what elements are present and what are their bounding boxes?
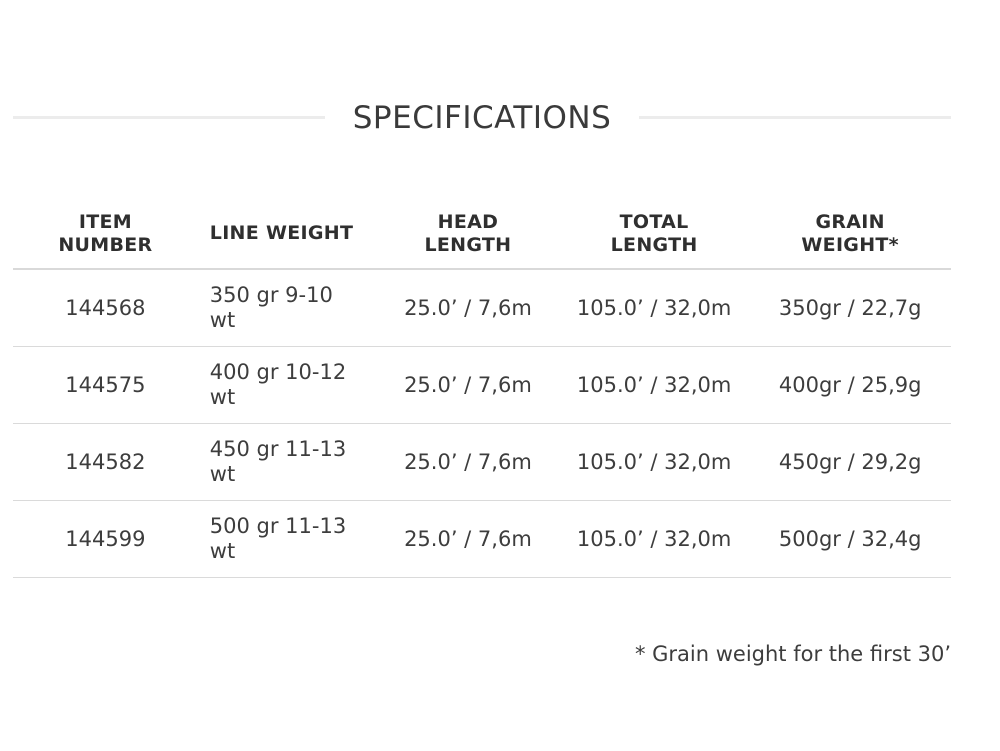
col-header-line: ITEM	[78, 210, 132, 233]
cell-line-weight: 400 gr 10-12 wt	[197, 346, 377, 424]
cell-head-length: 25.0’ / 7,6m	[376, 269, 559, 347]
cell-total-length: 105.0’ / 32,0m	[558, 269, 750, 347]
specifications-table: ITEM NUMBER LINE WEIGHT HEAD LENGTH TOTA…	[13, 199, 951, 578]
cell-line-weight-line: wt	[209, 462, 236, 486]
title-left-divider	[13, 116, 325, 119]
cell-grain-weight: 400gr / 25,9g	[749, 346, 951, 424]
header-row: ITEM NUMBER LINE WEIGHT HEAD LENGTH TOTA…	[13, 199, 951, 270]
table-row: 144575 400 gr 10-12 wt 25.0’ / 7,6m 105.…	[13, 346, 951, 424]
cell-line-weight-line: 400 gr 10-12	[209, 360, 347, 384]
table-row: 144568 350 gr 9-10 wt 25.0’ / 7,6m 105.0…	[13, 269, 951, 347]
cell-head-length: 25.0’ / 7,6m	[376, 346, 559, 424]
cell-total-length: 105.0’ / 32,0m	[558, 346, 750, 424]
cell-head-length: 25.0’ / 7,6m	[376, 500, 559, 578]
cell-line-weight-line: wt	[209, 539, 236, 563]
col-header-line-weight: LINE WEIGHT	[197, 199, 377, 270]
col-header-item-number: ITEM NUMBER	[13, 199, 198, 270]
title-right-divider	[639, 116, 952, 119]
col-header-head-length: HEAD LENGTH	[376, 199, 559, 270]
col-header-line: NUMBER	[58, 233, 153, 256]
col-header-line: GRAIN	[815, 210, 885, 233]
cell-line-weight: 500 gr 11-13 wt	[197, 500, 377, 578]
cell-head-length: 25.0’ / 7,6m	[376, 423, 559, 501]
cell-line-weight: 350 gr 9-10 wt	[197, 269, 377, 347]
cell-line-weight-line: wt	[209, 308, 236, 332]
cell-line-weight-line: wt	[209, 385, 236, 409]
cell-total-length: 105.0’ / 32,0m	[558, 423, 750, 501]
cell-grain-weight: 350gr / 22,7g	[749, 269, 951, 347]
cell-line-weight-line: 450 gr 11-13	[209, 437, 347, 461]
cell-grain-weight: 450gr / 29,2g	[749, 423, 951, 501]
col-header-line: HEAD	[437, 210, 499, 233]
specifications-heading: SPECIFICATIONS	[352, 99, 612, 136]
grain-weight-footnote: * Grain weight for the first 30’	[634, 642, 951, 666]
table-row: 144599 500 gr 11-13 wt 25.0’ / 7,6m 105.…	[13, 500, 951, 578]
cell-item-number: 144568	[13, 269, 198, 347]
col-header-line: WEIGHT*	[801, 233, 899, 256]
cell-item-number: 144575	[13, 346, 198, 424]
cell-total-length: 105.0’ / 32,0m	[558, 500, 750, 578]
section-title-row: SPECIFICATIONS	[13, 96, 952, 139]
col-header-line: LENGTH	[610, 233, 698, 256]
cell-line-weight: 450 gr 11-13 wt	[197, 423, 377, 501]
specifications-section: SPECIFICATIONS ITEM NUMBER LINE WEIGHT	[13, 96, 952, 667]
cell-grain-weight: 500gr / 32,4g	[749, 500, 951, 578]
table-row: 144582 450 gr 11-13 wt 25.0’ / 7,6m 105.…	[13, 423, 951, 501]
cell-line-weight-line: 500 gr 11-13	[209, 514, 347, 538]
cell-item-number: 144582	[13, 423, 198, 501]
col-header-line: LENGTH	[424, 233, 512, 256]
col-header-line: TOTAL	[619, 210, 689, 233]
cell-item-number: 144599	[13, 500, 198, 578]
col-header-line: LINE WEIGHT	[209, 222, 354, 244]
cell-line-weight-line: 350 gr 9-10	[209, 283, 333, 307]
col-header-grain-weight: GRAIN WEIGHT*	[749, 199, 951, 270]
col-header-total-length: TOTAL LENGTH	[558, 199, 750, 270]
